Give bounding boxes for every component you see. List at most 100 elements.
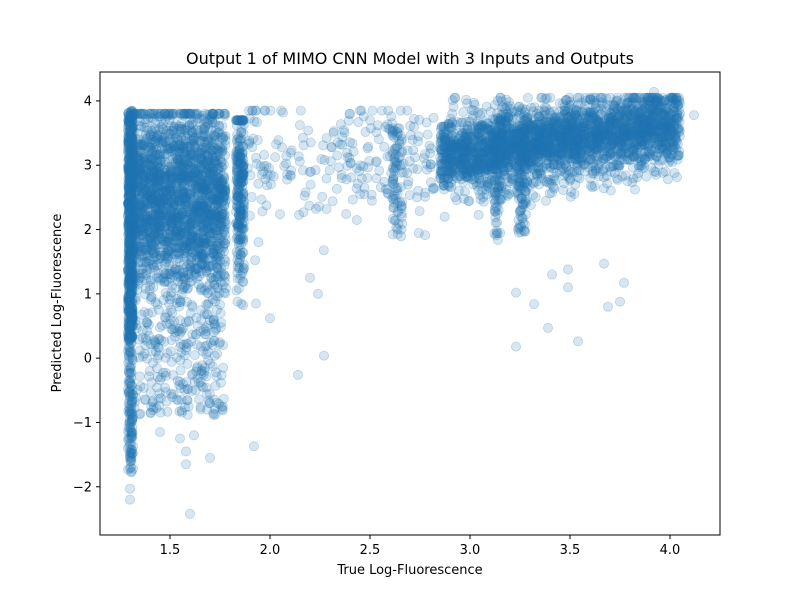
scatter-point <box>126 330 137 341</box>
scatter-point <box>178 323 189 334</box>
scatter-point <box>366 195 377 206</box>
scatter-point <box>126 388 137 399</box>
scatter-point <box>127 304 138 315</box>
scatter-point <box>126 396 137 407</box>
scatter-point <box>356 105 367 116</box>
scatter-point <box>125 170 136 181</box>
scatter-point <box>124 185 135 196</box>
scatter-point <box>215 299 226 310</box>
scatter-point <box>367 105 378 116</box>
scatter-point <box>351 214 362 225</box>
scatter-point <box>170 209 181 220</box>
scatter-point <box>127 151 138 162</box>
scatter-point <box>135 241 146 252</box>
scatter-point <box>123 263 134 274</box>
scatter-point <box>126 439 137 450</box>
scatter-point <box>422 129 433 140</box>
scatter-point <box>127 156 138 167</box>
scatter-point <box>203 163 214 174</box>
scatter-point <box>211 371 222 382</box>
scatter-point <box>123 296 134 307</box>
scatter-point <box>126 145 137 156</box>
scatter-point <box>231 285 242 296</box>
scatter-point <box>127 225 138 236</box>
scatter-point <box>125 272 136 283</box>
scatter-point <box>130 392 141 403</box>
scatter-point <box>124 170 135 181</box>
scatter-point <box>173 170 184 181</box>
scatter-point <box>127 105 138 116</box>
scatter-point <box>125 234 136 245</box>
scatter-point <box>371 173 382 184</box>
scatter-point <box>144 371 155 382</box>
scatter-point <box>125 334 136 345</box>
scatter-point <box>123 117 134 128</box>
scatter-point <box>125 271 136 282</box>
scatter-point <box>126 217 137 228</box>
scatter-point <box>126 380 137 391</box>
scatter-point <box>125 280 136 291</box>
scatter-point <box>125 239 136 250</box>
scatter-point <box>160 352 171 363</box>
scatter-point <box>126 189 137 200</box>
scatter-point <box>126 224 137 235</box>
scatter-point <box>161 141 172 152</box>
scatter-point <box>125 452 136 463</box>
scatter-point <box>127 106 138 117</box>
scatter-point <box>123 264 134 275</box>
scatter-point <box>123 328 134 339</box>
scatter-point <box>125 363 136 374</box>
scatter-point <box>181 207 192 218</box>
scatter-point <box>209 221 220 232</box>
scatter-point <box>212 348 223 359</box>
scatter-point <box>143 308 154 319</box>
scatter-point <box>421 117 432 128</box>
scatter-points <box>123 86 700 519</box>
scatter-point <box>124 346 135 357</box>
scatter-point <box>127 141 138 152</box>
scatter-point <box>126 215 137 226</box>
scatter-point <box>210 151 221 162</box>
scatter-point <box>207 340 218 351</box>
scatter-point <box>123 266 134 277</box>
scatter-point <box>198 226 209 237</box>
scatter-point <box>125 406 136 417</box>
scatter-point <box>127 143 138 154</box>
scatter-point <box>395 105 406 116</box>
scatter-point <box>259 149 270 160</box>
scatter-point <box>257 206 268 217</box>
scatter-point <box>390 149 401 160</box>
scatter-point <box>124 273 135 284</box>
scatter-point <box>124 294 135 305</box>
scatter-point <box>326 142 337 153</box>
scatter-point <box>155 393 166 404</box>
scatter-point <box>127 312 138 323</box>
scatter-point <box>124 287 135 298</box>
scatter-point <box>124 256 135 267</box>
scatter-point <box>124 155 135 166</box>
scatter-point <box>126 228 137 239</box>
scatter-point <box>126 268 137 279</box>
scatter-point <box>126 117 137 128</box>
scatter-point <box>152 158 163 169</box>
scatter-point <box>126 219 137 230</box>
scatter-point <box>123 300 134 311</box>
scatter-point <box>294 156 305 167</box>
scatter-point <box>127 182 138 193</box>
scatter-point <box>123 296 134 307</box>
scatter-point <box>125 229 136 240</box>
scatter-point <box>321 203 332 214</box>
scatter-point <box>125 287 136 298</box>
scatter-point <box>126 129 137 140</box>
scatter-point <box>420 191 431 202</box>
scatter-point <box>126 191 137 202</box>
scatter-point <box>126 185 137 196</box>
scatter-point <box>244 210 255 221</box>
scatter-point <box>388 194 399 205</box>
scatter-point <box>125 332 136 343</box>
scatter-point <box>219 238 230 249</box>
scatter-point <box>123 141 134 152</box>
scatter-point <box>127 178 138 189</box>
scatter-point <box>126 288 137 299</box>
